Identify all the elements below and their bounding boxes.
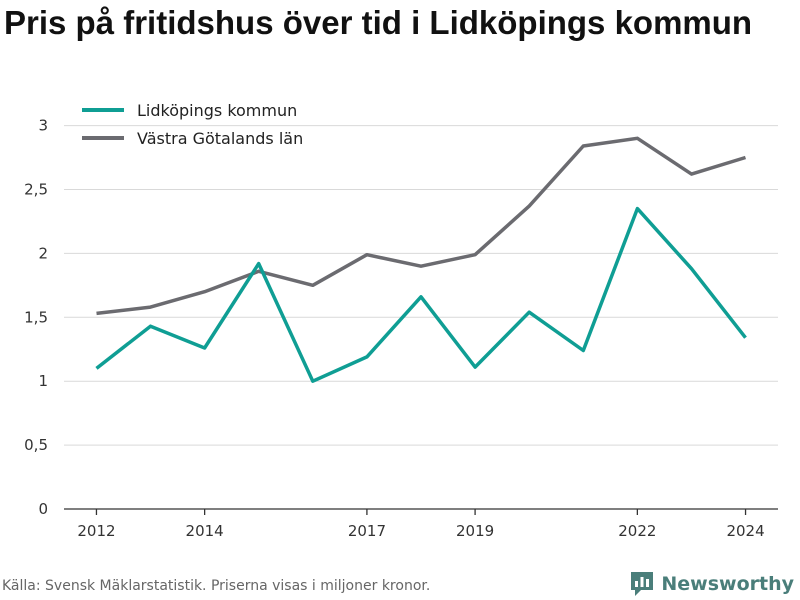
- brand-name: Newsworthy: [661, 573, 794, 595]
- brand-logo: Newsworthy: [629, 570, 794, 598]
- y-tick-label: 0,5: [24, 436, 48, 454]
- y-tick-label: 1: [38, 372, 48, 390]
- series-lines: [95, 136, 747, 383]
- legend: Lidköpings kommun Västra Götalands län: [82, 101, 303, 148]
- y-tick-label: 3: [38, 117, 48, 135]
- y-tick-label: 1,5: [24, 308, 48, 326]
- y-tick-label: 2,5: [24, 180, 48, 198]
- x-axis-ticks: 2012 2014 2017 2019 2022 2024: [77, 509, 765, 540]
- x-tick-label: 2019: [456, 522, 494, 540]
- x-tick-label: 2014: [186, 522, 224, 540]
- y-tick-label: 2: [38, 244, 48, 262]
- series-line-lidkopings-kommun: [95, 206, 747, 383]
- series-line-vastra-gotalands-lan: [96, 136, 747, 316]
- chart-title: Pris på fritidshus över tid i Lidköpings…: [4, 4, 753, 41]
- x-tick-label: 2012: [77, 522, 115, 540]
- x-tick-label: 2024: [726, 522, 764, 540]
- source-note: Källa: Svensk Mäklarstatistik. Priserna …: [2, 578, 431, 594]
- bar-chart-icon: [631, 572, 654, 596]
- y-tick-label: 0: [38, 500, 48, 518]
- legend-label-lidkopings-kommun: Lidköpings kommun: [137, 101, 297, 120]
- x-tick-label: 2017: [348, 522, 386, 540]
- y-axis-ticks: 0 0,5 1 1,5 2 2,5 3: [24, 117, 48, 518]
- legend-label-vastra-gotalands-lan: Västra Götalands län: [137, 129, 303, 148]
- x-tick-label: 2022: [618, 522, 656, 540]
- grid-lines: [64, 125, 778, 446]
